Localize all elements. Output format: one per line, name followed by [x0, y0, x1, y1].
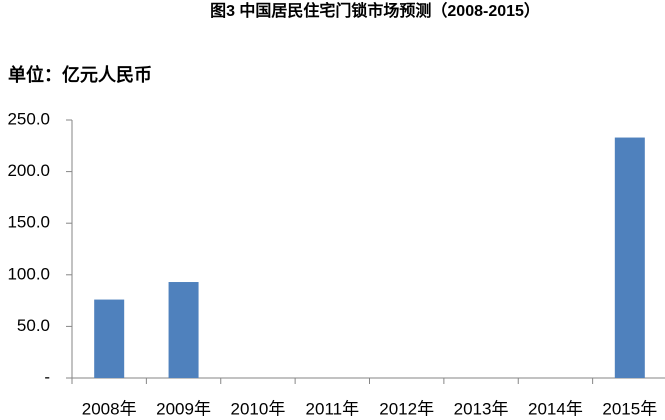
- x-tick-label: 2015年: [602, 399, 657, 418]
- x-tick-label: 2012年: [379, 399, 434, 418]
- y-tick-label: 50.0: [17, 316, 50, 335]
- x-tick-label: 2014年: [528, 399, 583, 418]
- y-tick-label: 200.0: [7, 161, 50, 180]
- x-tick-label: 2009年: [156, 399, 211, 418]
- y-tick-label: 250.0: [7, 109, 50, 128]
- unit-label: 单位：亿元人民币: [8, 64, 152, 85]
- bar: [168, 282, 199, 378]
- bar: [94, 299, 125, 378]
- y-tick-label: 150.0: [7, 213, 50, 232]
- x-tick-label: 2011年: [306, 399, 360, 418]
- x-tick-label: 2013年: [454, 399, 509, 418]
- chart-title: 图3 中国居民住宅门锁市场预测（2008-2015）: [210, 1, 540, 20]
- y-tick-label: 100.0: [7, 264, 50, 283]
- x-tick-label: 2010年: [231, 399, 286, 418]
- y-tick-label: -: [44, 367, 50, 386]
- bar: [614, 137, 645, 378]
- x-tick-label: 2008年: [82, 399, 137, 418]
